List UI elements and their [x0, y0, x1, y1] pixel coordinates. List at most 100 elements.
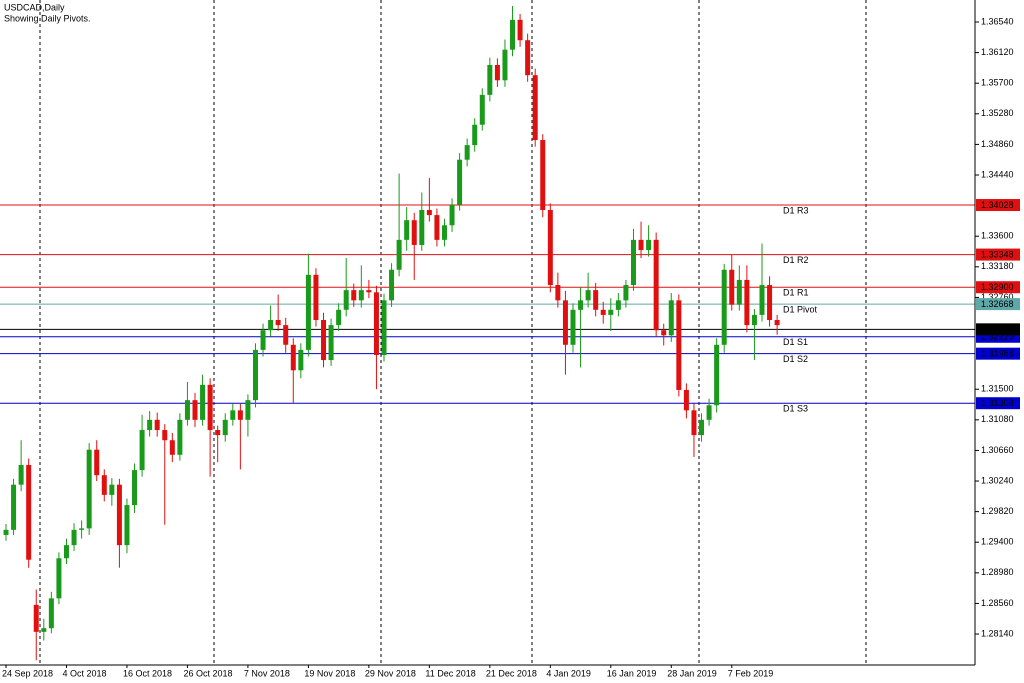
y-tick-label: 1.30240 [981, 475, 1014, 485]
candle-body [759, 285, 765, 315]
y-tick-label: 1.34860 [981, 139, 1014, 149]
candle-body [139, 430, 145, 471]
candle-body [177, 419, 183, 455]
price-label-box [976, 397, 1020, 410]
y-tick-label: 1.35280 [981, 108, 1014, 118]
x-tick-label: 4 Jan 2019 [546, 668, 591, 678]
candle-body [109, 484, 115, 495]
candle-body [101, 475, 107, 495]
y-tick-label: 1.36540 [981, 16, 1014, 26]
x-tick-label: 11 Dec 2018 [425, 668, 475, 678]
y-tick-label: 1.36120 [981, 47, 1014, 57]
candle-body [729, 269, 735, 305]
candle-body [714, 344, 720, 406]
candle-body [79, 528, 85, 530]
candle-body [260, 330, 266, 350]
price-label-box [976, 323, 1020, 336]
y-tick-label: 1.33600 [981, 231, 1014, 241]
level-name: D1 R1 [783, 288, 809, 298]
candle-body [774, 320, 780, 326]
plot [0, 5, 975, 661]
x-tick-label: 7 Nov 2018 [244, 668, 290, 678]
price-label-box [976, 281, 1020, 294]
y-tick-label: 1.32760 [981, 292, 1014, 302]
candle-body [389, 269, 395, 301]
candle-body [653, 239, 659, 331]
candle-body [321, 320, 327, 361]
candle-body [668, 300, 674, 336]
candle-body [200, 384, 206, 420]
y-tick-label: 1.31500 [981, 384, 1014, 394]
candle-body [472, 124, 478, 146]
candle-body [252, 349, 258, 401]
x-tick-label: 19 Nov 2018 [304, 668, 355, 678]
chart-title: USDCAD,Daily [4, 2, 65, 12]
x-tick-label: 7 Feb 2019 [728, 668, 774, 678]
y-tick-label: 1.31080 [981, 414, 1014, 424]
candle-body [615, 300, 621, 310]
candle-body [290, 344, 296, 371]
candle-body [275, 320, 281, 326]
candle-body [373, 292, 379, 355]
candle-body [555, 285, 561, 301]
candle-body [336, 309, 342, 326]
candle-body [48, 598, 54, 629]
chart-subtitle: Showing Daily Pivots. [4, 13, 91, 23]
candle-body [464, 145, 470, 160]
candle-body [585, 290, 591, 301]
candle-body [184, 400, 190, 420]
candle-body [736, 279, 742, 305]
candle-body [623, 285, 629, 301]
candle-body [510, 19, 516, 50]
candle-body [517, 19, 523, 41]
x-tick-label: 16 Jan 2019 [607, 668, 657, 678]
candle-body [426, 209, 432, 216]
candle-body [441, 225, 447, 240]
candle-body [18, 464, 24, 485]
candle-body [207, 384, 213, 431]
candle-body [86, 449, 92, 529]
candle-body [630, 239, 636, 286]
candle-body [94, 449, 100, 476]
x-tick-label: 29 Nov 2018 [365, 668, 416, 678]
candle-body [351, 290, 357, 301]
price-label-box [976, 347, 1020, 360]
candle-body [381, 300, 387, 355]
candle-body [328, 325, 334, 361]
candle-body [222, 419, 228, 436]
price-label: 1.32668 [981, 299, 1014, 309]
candle-body [56, 558, 62, 599]
price-label: 1.34028 [981, 200, 1014, 210]
candle-body [487, 64, 493, 95]
candle-body [237, 410, 243, 420]
candle-body [124, 505, 130, 546]
level-name: D1 S2 [783, 354, 808, 364]
candle-body [532, 75, 538, 141]
y-tick-label: 1.28140 [981, 628, 1014, 638]
candle-body [646, 239, 652, 251]
candle-body [699, 419, 705, 436]
price-label-box [976, 248, 1020, 261]
price-label: 1.32220 [981, 332, 1014, 342]
price-label: 1.31988 [981, 349, 1014, 359]
candle-body [245, 400, 251, 420]
x-tick-label: 24 Sep 2018 [2, 668, 53, 678]
x-tick-label: 4 Oct 2018 [62, 668, 106, 678]
candle-body [767, 285, 773, 321]
y-tick-label: 1.28980 [981, 567, 1014, 577]
y-tick-label: 1.33180 [981, 261, 1014, 271]
candle-body [721, 269, 727, 345]
x-tick-label: 16 Oct 2018 [123, 668, 172, 678]
candle-body [411, 220, 417, 245]
candle-body [63, 545, 69, 559]
candle-body [396, 239, 402, 270]
candle-body [11, 484, 17, 530]
candle-body [683, 389, 689, 411]
candle-body [638, 239, 644, 251]
candle-body [449, 204, 455, 226]
price-label-box [976, 199, 1020, 212]
candle-body [71, 529, 77, 546]
candle-body [434, 215, 440, 240]
candle-body [600, 309, 606, 315]
